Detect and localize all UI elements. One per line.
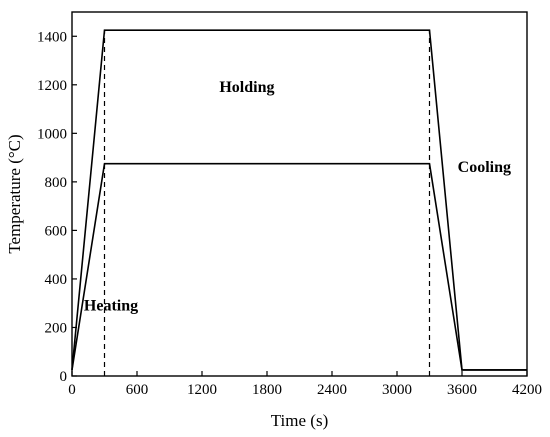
y-tick-label: 1400: [37, 29, 67, 45]
x-tick-label: 600: [126, 382, 149, 398]
y-tick-label: 1200: [37, 78, 67, 94]
x-tick-label: 1200: [187, 382, 217, 398]
series-line-1: [71, 29, 527, 371]
y-tick-label: 800: [45, 175, 68, 191]
series-lines: [71, 29, 527, 371]
y-tick-label: 200: [45, 320, 68, 336]
x-tick-label: 0: [68, 382, 76, 398]
x-axis-title: Time (s): [271, 411, 328, 430]
annotation-cooling: Cooling: [458, 159, 511, 176]
y-axis-title: Temperature (°C): [5, 134, 24, 253]
y-tick-label: 0: [60, 369, 68, 385]
x-tick-label: 4200: [512, 382, 542, 398]
y-tick-label: 1000: [37, 126, 67, 142]
annotations: Heating Holding Cooling: [84, 79, 511, 314]
annotation-heating: Heating: [84, 297, 138, 314]
dashed-guide-lines: [103, 30, 431, 376]
annotation-holding: Holding: [219, 79, 274, 96]
x-tick-label: 3000: [382, 382, 412, 398]
plot-frame: [71, 11, 528, 377]
x-tick-label: 2400: [317, 382, 347, 398]
y-tick-label: 600: [45, 223, 68, 239]
x-tick-label: 3600: [447, 382, 477, 398]
series-line-2: [71, 162, 527, 371]
x-tick-label: 1800: [252, 382, 282, 398]
axis-ticks: 0 600 1200 1800 2400 3000 3600 4200 0 200 400 600 80…: [37, 29, 542, 398]
y-tick-label: 400: [45, 272, 68, 288]
